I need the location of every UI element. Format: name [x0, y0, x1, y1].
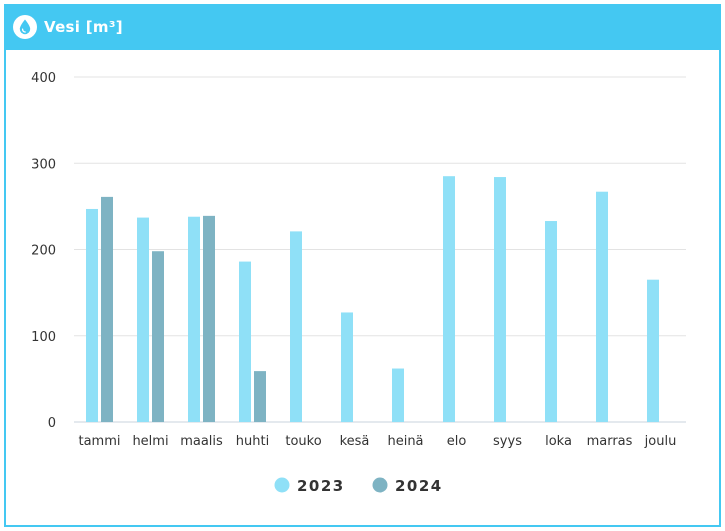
- legend-marker-2024: [372, 477, 388, 493]
- bar-2024-helmi: [152, 251, 164, 422]
- x-tick-label: helmi: [132, 434, 168, 449]
- x-tick-label: kesä: [340, 434, 370, 449]
- bar-2023-elo: [443, 176, 455, 422]
- x-tick-label: huhti: [236, 434, 269, 449]
- bar-2023-touko: [290, 231, 302, 422]
- bar-2023-maalis: [188, 216, 200, 422]
- legend-label-2024: 2024: [395, 477, 443, 495]
- y-tick-label: 300: [31, 157, 56, 172]
- x-tick-label: maalis: [180, 434, 223, 449]
- bar-2023-loka: [545, 221, 557, 422]
- legend-label-2023: 2023: [297, 477, 345, 495]
- x-tick-label: joulu: [644, 434, 677, 449]
- bar-2024-maalis: [203, 215, 215, 422]
- bar-2023-huhti: [239, 261, 251, 422]
- bar-2024-tammi: [101, 196, 113, 422]
- card-title: Vesi [m³]: [44, 18, 123, 36]
- x-tick-label: heinä: [387, 434, 423, 449]
- x-tick-label: marras: [587, 434, 633, 449]
- y-tick-label: 200: [31, 244, 56, 259]
- x-tick-label: elo: [447, 434, 467, 449]
- legend-marker-2023: [274, 477, 290, 493]
- x-tick-label: loka: [545, 434, 572, 449]
- bar-2023-marras: [596, 191, 608, 422]
- bar-2023-kesä: [341, 312, 353, 422]
- y-tick-label: 0: [48, 416, 56, 431]
- y-tick-label: 400: [31, 71, 56, 86]
- x-tick-label: tammi: [78, 434, 120, 449]
- bar-2023-heinä: [392, 368, 404, 422]
- y-tick-label: 100: [31, 330, 56, 345]
- bar-2023-syys: [494, 177, 506, 422]
- bar-2023-helmi: [137, 217, 149, 422]
- bar-2024-huhti: [254, 371, 266, 422]
- bar-2023-tammi: [86, 208, 98, 422]
- x-tick-label: syys: [493, 434, 522, 449]
- water-drop-icon: [13, 15, 37, 39]
- x-tick-label: touko: [285, 434, 321, 449]
- bar-2023-joulu: [647, 279, 659, 422]
- card-header: Vesi [m³]: [6, 6, 719, 50]
